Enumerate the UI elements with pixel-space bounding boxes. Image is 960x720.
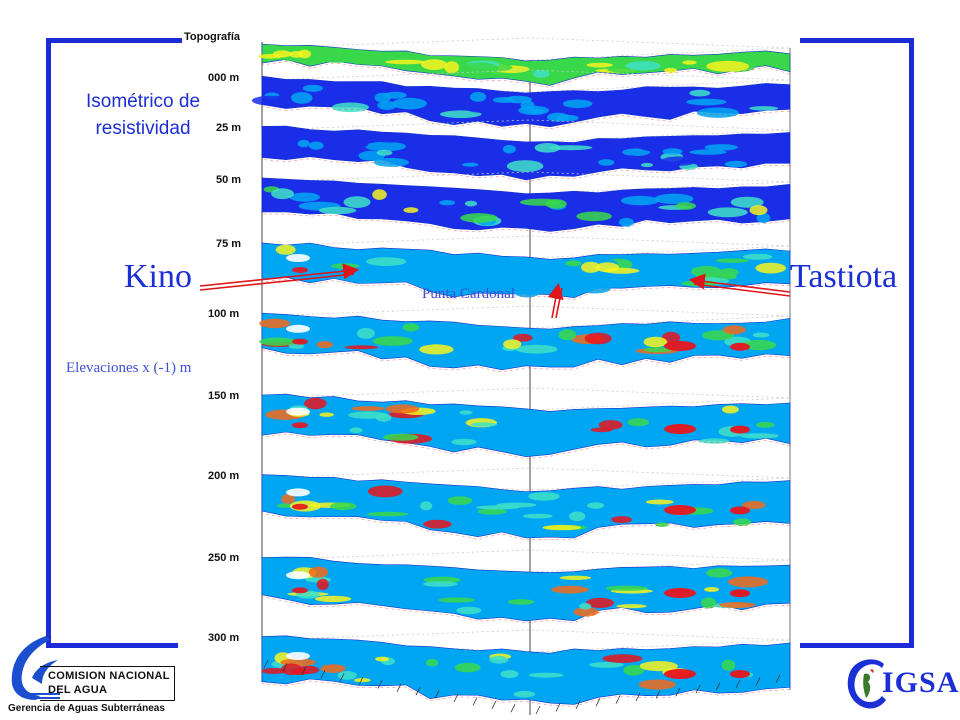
tastiota-label: Tastiota xyxy=(790,258,898,295)
diagram-title-line2: resistividad xyxy=(95,118,191,139)
axis-tick xyxy=(555,703,561,712)
axis-tick xyxy=(358,676,364,686)
frame-right-bottom xyxy=(800,643,914,648)
axis-tick xyxy=(472,697,478,706)
slice-layer xyxy=(261,387,791,459)
slice-layer xyxy=(251,69,791,130)
cna-logo: COMISION NACIONAL DEL AGUA Gerencia de A… xyxy=(0,630,190,720)
topography-label: Topografía xyxy=(184,31,241,43)
axis-tick xyxy=(675,687,681,696)
frame-left-bottom xyxy=(46,643,178,648)
axis-tick xyxy=(301,666,307,675)
axis-tick xyxy=(434,690,440,699)
axis-tick xyxy=(615,695,621,704)
diagram-title-line1: Isométrico de xyxy=(85,91,201,112)
slice-layer xyxy=(261,467,791,541)
cna-name-line2: DEL AGUA xyxy=(48,684,108,696)
axis-tick xyxy=(377,680,383,689)
cigsa-logo: IGSA xyxy=(842,654,960,716)
cna-subtitle: Gerencia de Aguas Subterráneas xyxy=(8,703,165,714)
cna-name-line1: COMISION NACIONAL xyxy=(48,670,170,682)
axis-tick xyxy=(575,700,581,709)
punta-cardonal-label: Punta Cardonal xyxy=(422,286,515,302)
slice-layer xyxy=(261,549,791,624)
kino-label: Kino xyxy=(124,258,192,295)
axis-tick xyxy=(339,673,345,682)
axis-tick xyxy=(263,659,269,669)
arrow-tastiota xyxy=(688,273,791,297)
slice-layer xyxy=(259,305,791,373)
slice-layer xyxy=(261,629,791,707)
slice-layer xyxy=(261,119,791,183)
axis-tick xyxy=(695,685,701,694)
elevation-note: Elevaciones x (-1) m xyxy=(66,360,192,376)
frame-right-top xyxy=(800,38,914,43)
depth-label: 25 m xyxy=(216,122,242,134)
axis-tick xyxy=(715,682,721,691)
arrow-kino xyxy=(199,263,360,291)
diagram-title: Isométrico de resistividad xyxy=(58,88,228,142)
axis-tick xyxy=(453,693,459,703)
depth-label: 150 m xyxy=(208,390,240,402)
axis-tick xyxy=(755,677,761,686)
frame-left-top xyxy=(46,38,182,43)
cna-box xyxy=(40,666,175,701)
axis-tick xyxy=(775,674,781,683)
axis-tick xyxy=(635,692,641,702)
depth-label: 75 m xyxy=(216,238,242,250)
axis-tick xyxy=(535,705,541,715)
axis-tick xyxy=(595,698,601,707)
arrow-punta-cardonal xyxy=(547,282,564,319)
axis-tick xyxy=(282,663,288,672)
cigsa-text: IGSA xyxy=(882,666,960,699)
depth-label: 000 m xyxy=(208,72,240,84)
frame-left-vertical xyxy=(46,38,51,648)
axis-tick xyxy=(510,704,516,713)
axis-tick xyxy=(415,687,421,696)
axis-tick xyxy=(396,683,402,692)
axis-tick xyxy=(735,679,741,689)
frame-right-vertical xyxy=(909,38,914,648)
cna-emblem-icon xyxy=(11,636,60,700)
depth-label: 50 m xyxy=(216,174,242,186)
axis-tick xyxy=(491,700,497,709)
axis-tick xyxy=(320,670,326,679)
axis-tick xyxy=(655,690,661,699)
depth-label: 100 m xyxy=(208,308,240,320)
depth-label: 200 m xyxy=(208,470,240,482)
cigsa-c-emblem-icon xyxy=(847,659,886,709)
depth-label: 300 m xyxy=(208,632,240,644)
slice-layer xyxy=(261,171,791,234)
depth-label: 250 m xyxy=(208,552,240,564)
